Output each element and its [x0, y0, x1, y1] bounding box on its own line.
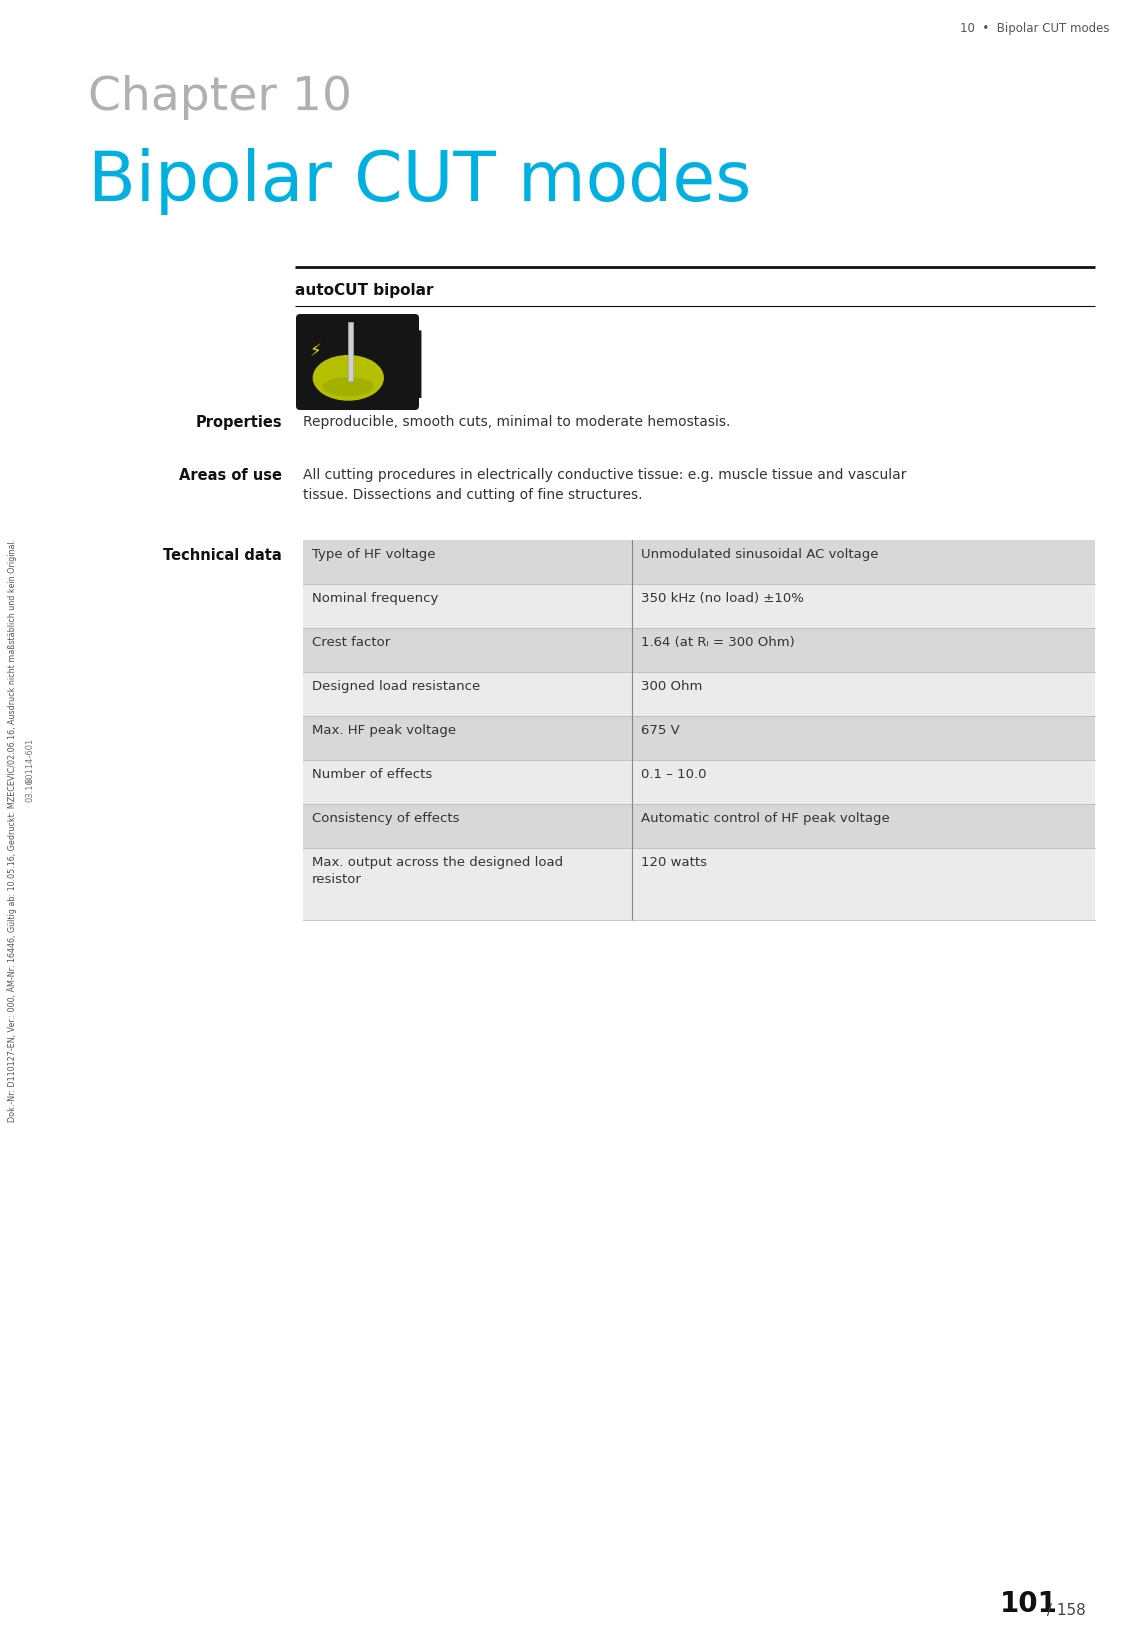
- Text: Properties: Properties: [195, 416, 282, 430]
- Text: Chapter 10: Chapter 10: [88, 76, 352, 120]
- Bar: [303, 761, 1094, 803]
- Polygon shape: [369, 322, 421, 401]
- Bar: [348, 322, 353, 381]
- Text: 1.64 (at Rₗ = 300 Ohm): 1.64 (at Rₗ = 300 Ohm): [641, 636, 794, 649]
- Text: ⚡: ⚡: [311, 342, 322, 360]
- FancyBboxPatch shape: [296, 314, 419, 411]
- Text: Areas of use: Areas of use: [179, 468, 282, 483]
- Bar: [303, 848, 1094, 920]
- Text: Crest factor: Crest factor: [312, 636, 391, 649]
- Bar: [303, 628, 1094, 672]
- Text: 350 kHz (no load) ±10%: 350 kHz (no load) ±10%: [641, 591, 803, 605]
- Bar: [303, 541, 1094, 583]
- Ellipse shape: [322, 376, 375, 396]
- Text: Number of effects: Number of effects: [312, 767, 432, 780]
- Text: 80114-601: 80114-601: [25, 738, 34, 782]
- Text: Technical data: Technical data: [163, 549, 282, 564]
- Bar: [303, 803, 1094, 848]
- Text: 300 Ohm: 300 Ohm: [641, 680, 702, 693]
- Text: 10  •  Bipolar CUT modes: 10 • Bipolar CUT modes: [960, 21, 1110, 35]
- Text: 0.1 – 10.0: 0.1 – 10.0: [641, 767, 706, 780]
- Text: 03.16: 03.16: [25, 779, 34, 802]
- Bar: [303, 583, 1094, 628]
- Text: Type of HF voltage: Type of HF voltage: [312, 549, 435, 560]
- Text: Reproducible, smooth cuts, minimal to moderate hemostasis.: Reproducible, smooth cuts, minimal to mo…: [303, 416, 730, 429]
- Bar: [303, 716, 1094, 761]
- Text: Nominal frequency: Nominal frequency: [312, 591, 439, 605]
- Text: Max. HF peak voltage: Max. HF peak voltage: [312, 725, 456, 738]
- Text: 120 watts: 120 watts: [641, 856, 707, 869]
- Ellipse shape: [313, 355, 384, 401]
- Text: autoCUT bipolar: autoCUT bipolar: [295, 283, 433, 297]
- Text: Bipolar CUT modes: Bipolar CUT modes: [88, 148, 752, 215]
- Text: All cutting procedures in electrically conductive tissue: e.g. muscle tissue and: All cutting procedures in electrically c…: [303, 468, 906, 503]
- Text: 101: 101: [1000, 1590, 1058, 1618]
- Text: 675 V: 675 V: [641, 725, 680, 738]
- Text: Automatic control of HF peak voltage: Automatic control of HF peak voltage: [641, 812, 889, 825]
- Text: Max. output across the designed load
resistor: Max. output across the designed load res…: [312, 856, 563, 886]
- Text: Unmodulated sinusoidal AC voltage: Unmodulated sinusoidal AC voltage: [641, 549, 878, 560]
- Text: / 158: / 158: [1042, 1604, 1085, 1618]
- Text: Dok.-Nr: D110127-EN, Ver.: 000, ÄM-Nr: 16446, Gültig ab: 10.05.16, Gedruckt: MZE: Dok.-Nr: D110127-EN, Ver.: 000, ÄM-Nr: 1…: [7, 539, 17, 1122]
- Text: Designed load resistance: Designed load resistance: [312, 680, 480, 693]
- Text: Consistency of effects: Consistency of effects: [312, 812, 460, 825]
- Bar: [303, 672, 1094, 716]
